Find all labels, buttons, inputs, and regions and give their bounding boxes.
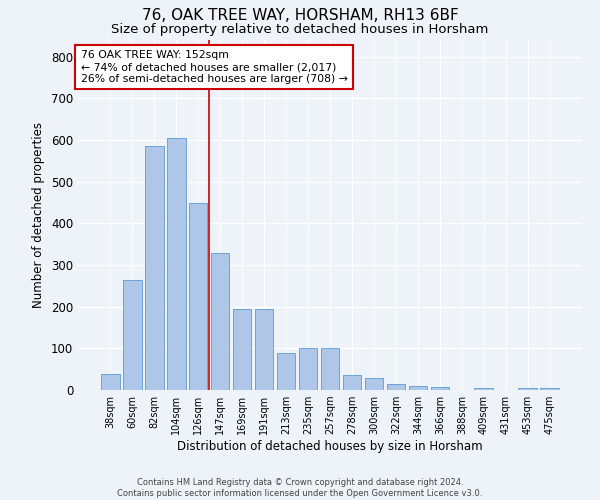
Text: Contains HM Land Registry data © Crown copyright and database right 2024.
Contai: Contains HM Land Registry data © Crown c…: [118, 478, 482, 498]
Bar: [145, 146, 164, 390]
Bar: [320, 348, 340, 390]
Bar: [299, 348, 317, 390]
X-axis label: Distribution of detached houses by size in Horsham: Distribution of detached houses by size …: [177, 440, 483, 453]
Bar: [409, 386, 427, 390]
Bar: [343, 376, 361, 390]
Text: Size of property relative to detached houses in Horsham: Size of property relative to detached ho…: [112, 22, 488, 36]
Bar: [101, 374, 119, 390]
Bar: [518, 388, 537, 390]
Bar: [189, 202, 208, 390]
Bar: [211, 254, 229, 390]
Text: 76 OAK TREE WAY: 152sqm
← 74% of detached houses are smaller (2,017)
26% of semi: 76 OAK TREE WAY: 152sqm ← 74% of detache…: [80, 50, 347, 84]
Bar: [541, 388, 559, 390]
Bar: [277, 352, 295, 390]
Bar: [475, 388, 493, 390]
Text: 76, OAK TREE WAY, HORSHAM, RH13 6BF: 76, OAK TREE WAY, HORSHAM, RH13 6BF: [142, 8, 458, 22]
Y-axis label: Number of detached properties: Number of detached properties: [32, 122, 46, 308]
Bar: [167, 138, 185, 390]
Bar: [365, 378, 383, 390]
Bar: [431, 386, 449, 390]
Bar: [255, 308, 274, 390]
Bar: [386, 384, 405, 390]
Bar: [233, 308, 251, 390]
Bar: [123, 280, 142, 390]
